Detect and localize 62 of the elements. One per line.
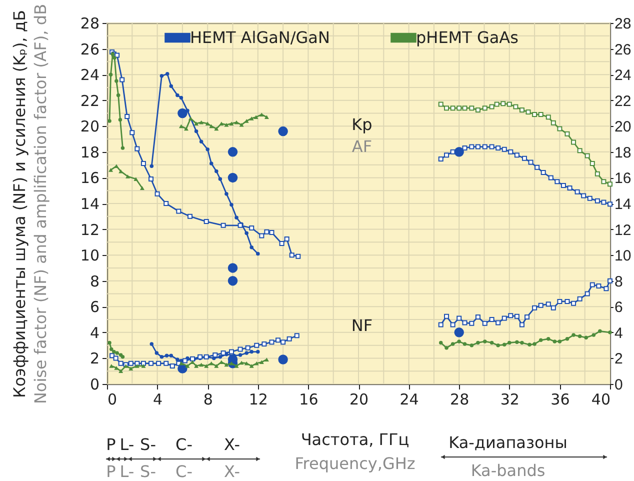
- y-tick-label: 22: [80, 92, 100, 110]
- y2-tick-label: 6: [614, 299, 623, 316]
- y-tick-label: 12: [80, 220, 100, 239]
- y2-tick-label: 26: [614, 41, 632, 58]
- x-tick-label: 8: [203, 390, 213, 408]
- y2-tick-label: 0: [614, 376, 623, 394]
- y-tick-label: 6: [90, 298, 100, 316]
- y2-tick-label: 24: [614, 67, 632, 84]
- y2-tick-label: 8: [614, 273, 623, 290]
- y2-tick-label: 22: [614, 92, 632, 110]
- text: L-: [120, 462, 134, 481]
- annotation: Kp: [352, 115, 372, 134]
- legend-label: pHEMT GaAs: [416, 28, 518, 47]
- y-axis-title: Коэффициенты шума (NF) и усиления (Kₚ), дБ: [10, 10, 29, 398]
- text: C-: [176, 435, 192, 454]
- y2-tick-label: 20: [614, 118, 632, 136]
- x-tick-label: 40: [591, 390, 610, 408]
- y-tick-label: 0: [90, 376, 100, 394]
- x-tick-label: 20: [349, 390, 369, 408]
- y2-tick-label: 2: [614, 350, 623, 368]
- text: S-: [140, 435, 156, 454]
- y2-tick-label: 10: [614, 248, 632, 265]
- y2-tick-label: 14: [614, 196, 632, 213]
- y-tick-label: 4: [90, 324, 100, 342]
- y2-tick-label: 28: [614, 16, 632, 32]
- y2-tick-label: 18: [614, 144, 632, 162]
- annotation: AF: [352, 137, 372, 156]
- x-tick-label: 36: [550, 390, 570, 408]
- text: X-: [224, 462, 240, 481]
- text: Noise factor (NF) and amplification factor (AF), dB: [31, 4, 50, 404]
- x-tick-label: 24: [400, 390, 419, 408]
- text: X-: [224, 435, 240, 454]
- text: L-: [120, 435, 134, 454]
- x-tick-label: 16: [299, 390, 318, 408]
- y-tick-label: 8: [90, 272, 100, 290]
- legend-label: HEMT AlGaN/GaN: [190, 28, 330, 47]
- y-tick-label: 24: [80, 66, 100, 84]
- y-tick-label: 18: [80, 143, 100, 162]
- x-tick-label: 32: [500, 390, 520, 408]
- text: S-: [140, 462, 156, 481]
- y2-tick-label: 4: [614, 324, 623, 342]
- y-tick-label: 20: [80, 118, 100, 136]
- y-tick-label: 26: [80, 40, 100, 58]
- y2-tick-label: 12: [614, 222, 632, 239]
- text: Ka-bands: [470, 461, 546, 480]
- x-tick-label: 0: [108, 390, 118, 408]
- text: Ka-диапазоны: [448, 433, 568, 452]
- y-tick-label: 16: [80, 169, 100, 188]
- x-axis-title: Частота, ГГц: [300, 430, 410, 449]
- text: Frequency,GHz: [294, 454, 416, 473]
- x-tick-label: 4: [153, 390, 163, 408]
- y-tick-label: 10: [80, 246, 100, 265]
- y-tick-label: 28: [80, 14, 100, 32]
- y-tick-label: 2: [90, 350, 100, 368]
- y-tick-label: 14: [80, 195, 100, 213]
- annotation: NF: [351, 316, 373, 335]
- y2-tick-label: 16: [614, 170, 632, 188]
- x-tick-label: 12: [248, 390, 268, 408]
- text: P: [106, 462, 116, 481]
- text: P: [106, 435, 116, 454]
- text: C-: [176, 462, 192, 481]
- x-tick-label: 28: [450, 390, 470, 408]
